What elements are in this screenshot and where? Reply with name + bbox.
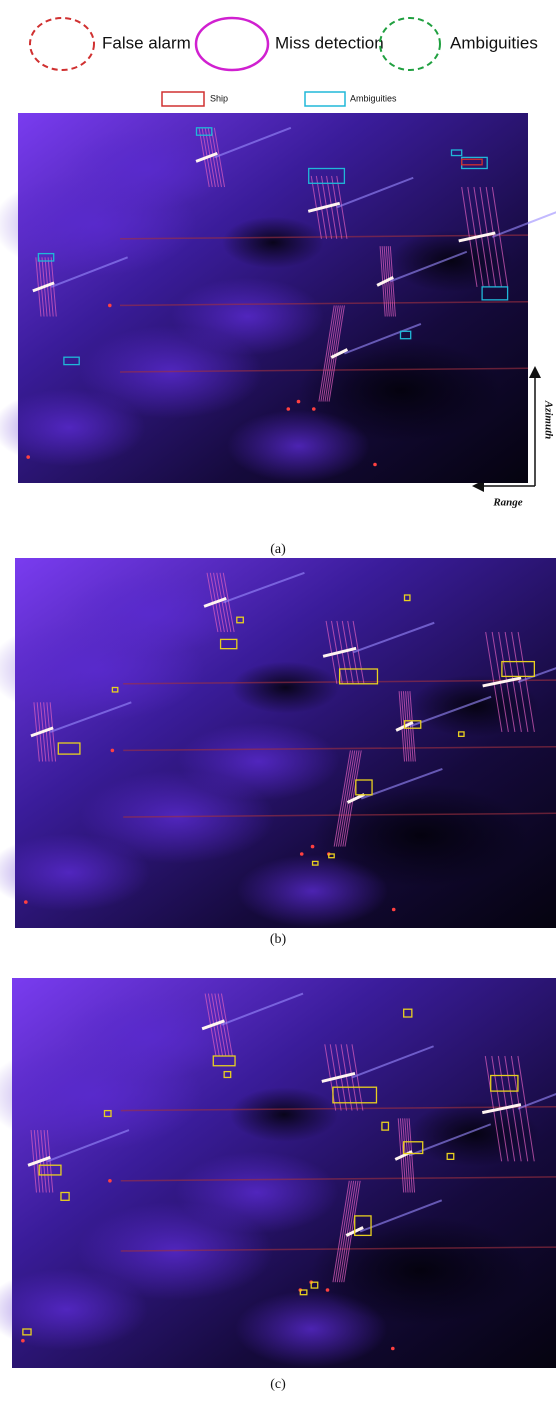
shadow xyxy=(231,662,339,714)
scatterer xyxy=(392,908,396,912)
scatterer xyxy=(21,1339,25,1343)
texture xyxy=(175,1152,338,1234)
texture xyxy=(171,278,324,356)
legend-label: Ambiguities xyxy=(450,33,538,52)
sar-image xyxy=(0,978,556,1368)
panel-caption: (a) xyxy=(270,542,286,557)
miss-detection-icon xyxy=(196,18,268,70)
panel-caption: (b) xyxy=(270,932,287,947)
scatterer xyxy=(312,407,316,411)
range-label: Range xyxy=(492,497,522,509)
scatterer xyxy=(300,852,304,856)
ship-box-icon xyxy=(162,92,204,106)
scatterer xyxy=(311,845,315,849)
scatterer xyxy=(391,1347,395,1351)
panel-caption: (c) xyxy=(270,1377,286,1392)
scatterer xyxy=(297,400,301,404)
scatterer xyxy=(326,1288,330,1292)
legend-label: Ship xyxy=(210,93,228,103)
scatterer xyxy=(108,1179,112,1183)
scatterer xyxy=(108,304,112,308)
box-legend: Ship Ambiguities xyxy=(162,92,397,106)
legend-label: Miss detection xyxy=(275,33,384,52)
shadow xyxy=(230,1087,339,1142)
texture xyxy=(64,572,237,655)
sar-image xyxy=(0,113,556,483)
texture xyxy=(61,993,235,1080)
legend-label: Ambiguities xyxy=(350,93,397,103)
legend-label: False alarm xyxy=(102,33,191,52)
scatterer xyxy=(111,749,115,753)
ambiguity-box-icon xyxy=(305,92,345,106)
azimuth-label: Azimuth xyxy=(542,400,554,440)
scatterer xyxy=(24,900,28,904)
ambiguities-icon xyxy=(380,18,440,70)
texture xyxy=(177,723,339,801)
sar-image xyxy=(0,558,556,928)
false-alarm-icon xyxy=(30,18,94,70)
scatterer xyxy=(373,463,377,467)
legend: False alarm Miss detection Ambiguities xyxy=(30,18,538,70)
shadow xyxy=(222,217,324,269)
scatterer xyxy=(26,455,30,459)
scatterer xyxy=(287,407,291,411)
figure: False alarm Miss detection Ambiguities S… xyxy=(0,0,556,1403)
texture xyxy=(64,127,227,210)
